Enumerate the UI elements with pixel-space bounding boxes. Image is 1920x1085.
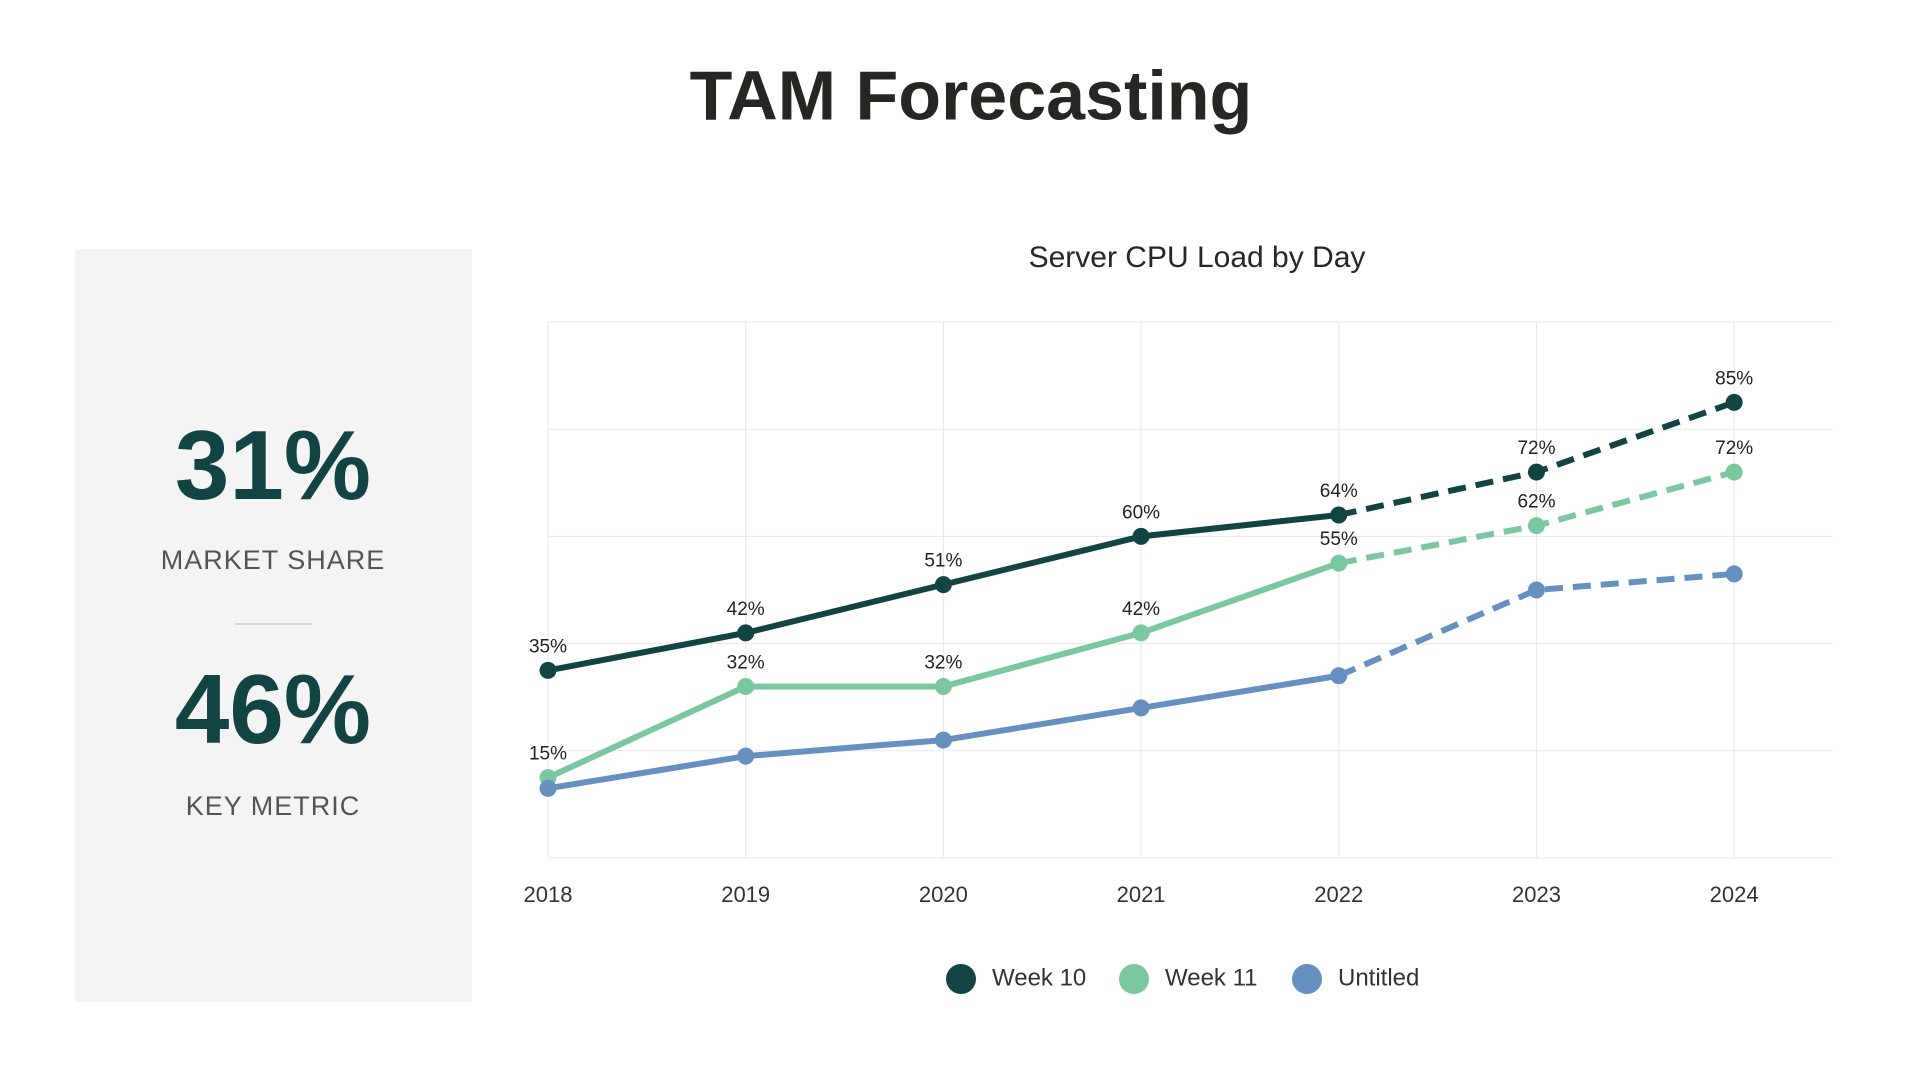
point xyxy=(1330,554,1348,572)
legend-marker xyxy=(1119,964,1149,994)
data-label: 64% xyxy=(1320,481,1358,502)
x-tick-label: 2018 xyxy=(524,882,573,907)
data-label: 51% xyxy=(924,551,962,572)
point xyxy=(934,677,952,695)
x-tick-label: 2021 xyxy=(1117,882,1166,907)
legend-label: Week 10 xyxy=(992,964,1086,991)
x-tick-label: 2019 xyxy=(721,882,770,907)
data-label: 32% xyxy=(924,652,962,673)
point xyxy=(934,731,952,749)
data-label: 35% xyxy=(529,636,567,657)
forecast-line xyxy=(1337,570,1735,679)
legend-marker xyxy=(946,964,976,994)
x-tick-label: 2024 xyxy=(1710,882,1759,907)
legend-marker xyxy=(1292,964,1322,994)
x-tick-label: 2020 xyxy=(919,882,968,907)
point xyxy=(1132,527,1150,545)
data-label: 15% xyxy=(529,744,567,765)
point xyxy=(1527,463,1545,481)
data-label: 62% xyxy=(1517,492,1555,513)
point xyxy=(934,576,952,594)
x-tick-label: 2023 xyxy=(1512,882,1561,907)
data-label: 42% xyxy=(1122,599,1160,620)
point xyxy=(1330,667,1348,685)
point xyxy=(1725,565,1743,583)
point xyxy=(737,747,755,765)
data-label: 72% xyxy=(1517,438,1555,459)
data-label: 60% xyxy=(1122,502,1160,523)
point xyxy=(1132,699,1150,717)
point xyxy=(1527,517,1545,535)
data-label: 85% xyxy=(1715,368,1753,389)
legend-label: Week 11 xyxy=(1165,964,1258,991)
point xyxy=(539,661,557,679)
point xyxy=(737,677,755,695)
point xyxy=(1527,581,1545,599)
data-label: 42% xyxy=(727,599,765,620)
point xyxy=(1330,506,1348,524)
kpi-panel xyxy=(75,249,472,1002)
legend-label: Untitled xyxy=(1338,964,1419,991)
point xyxy=(1725,463,1743,481)
data-label: 55% xyxy=(1320,529,1358,550)
kpi-value: 46% xyxy=(175,654,371,764)
data-label: 72% xyxy=(1715,438,1753,459)
point xyxy=(737,624,755,642)
kpi-label: KEY METRIC xyxy=(186,791,361,821)
point xyxy=(1132,624,1150,642)
data-label: 32% xyxy=(727,652,765,673)
point xyxy=(1725,393,1743,411)
page-title: TAM Forecasting xyxy=(690,56,1253,134)
point xyxy=(539,779,557,797)
kpi-value: 31% xyxy=(175,410,371,520)
kpi-label: MARKET SHARE xyxy=(161,545,386,575)
chart-title: Server CPU Load by Day xyxy=(1029,241,1366,274)
x-tick-label: 2022 xyxy=(1314,882,1363,907)
